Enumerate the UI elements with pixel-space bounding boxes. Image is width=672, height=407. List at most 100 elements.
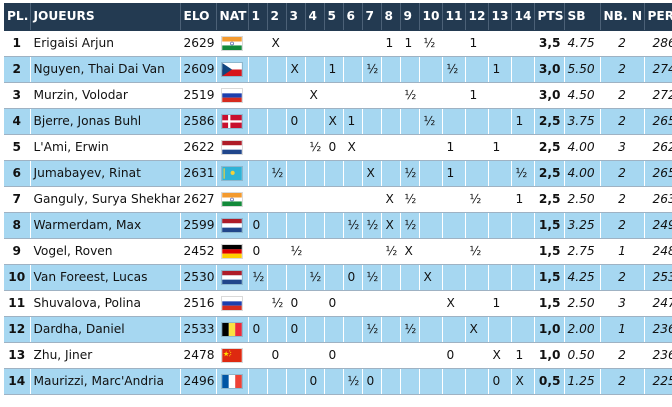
result-cell bbox=[362, 82, 382, 109]
result-cell: X bbox=[400, 238, 420, 265]
result-cell bbox=[267, 368, 287, 395]
sb-cell: 4.75 bbox=[564, 30, 601, 57]
result-cell bbox=[286, 30, 306, 57]
result-cell: 1 bbox=[488, 134, 512, 161]
result-cell bbox=[324, 82, 344, 109]
points-cell: 3,0 bbox=[534, 82, 565, 109]
black-games-cell: 2 bbox=[600, 30, 645, 57]
points-cell: 2,5 bbox=[534, 108, 565, 135]
result-cell bbox=[465, 56, 489, 83]
result-cell bbox=[248, 160, 268, 187]
flag-cell bbox=[216, 108, 249, 135]
sb-cell: 3.75 bbox=[564, 108, 601, 135]
result-cell bbox=[286, 264, 306, 291]
flag-cell bbox=[216, 56, 249, 83]
flag-cell bbox=[216, 212, 249, 239]
rank-cell: 9 bbox=[4, 238, 31, 265]
result-cell: X bbox=[419, 264, 443, 291]
player-name[interactable]: Shuvalova, Polina bbox=[30, 290, 181, 317]
rank-cell: 6 bbox=[4, 160, 31, 187]
netherlands-flag-icon bbox=[222, 140, 242, 154]
player-name[interactable]: Van Foreest, Lucas bbox=[30, 264, 181, 291]
rank-cell: 11 bbox=[4, 290, 31, 317]
sb-cell: 2.50 bbox=[564, 186, 601, 213]
result-cell bbox=[324, 30, 344, 57]
performance-cell: 2654 bbox=[644, 160, 672, 187]
points-cell: 3,5 bbox=[534, 30, 565, 57]
player-name[interactable]: Ganguly, Surya Shekhar bbox=[30, 186, 181, 213]
points-cell: 0,5 bbox=[534, 368, 565, 395]
player-name[interactable]: Zhu, Jiner bbox=[30, 342, 181, 369]
result-cell: ½ bbox=[362, 212, 382, 239]
result-cell bbox=[400, 264, 420, 291]
elo-cell: 2516 bbox=[180, 290, 217, 317]
player-name[interactable]: Murzin, Volodar bbox=[30, 82, 181, 109]
result-cell bbox=[465, 212, 489, 239]
player-name[interactable]: Erigaisi Arjun bbox=[30, 30, 181, 57]
table-row: 7 Ganguly, Surya Shekhar 2627 X ½ ½ 1 2,5 2.50 2 2… bbox=[4, 186, 672, 213]
flag-cell bbox=[216, 368, 249, 395]
result-cell bbox=[248, 342, 268, 369]
france-flag-icon bbox=[222, 374, 242, 388]
result-cell bbox=[381, 290, 401, 317]
player-name[interactable]: Jumabayev, Rinat bbox=[30, 160, 181, 187]
result-cell: X bbox=[381, 186, 401, 213]
result-cell bbox=[488, 82, 512, 109]
result-cell bbox=[465, 160, 489, 187]
result-cell bbox=[488, 212, 512, 239]
flag-cell bbox=[216, 82, 249, 109]
result-cell bbox=[442, 30, 466, 57]
result-cell bbox=[465, 368, 489, 395]
result-cell bbox=[488, 264, 512, 291]
header-round-4: 4 bbox=[305, 3, 325, 31]
result-cell: 1 bbox=[465, 30, 489, 57]
result-cell bbox=[381, 56, 401, 83]
player-name[interactable]: Vogel, Roven bbox=[30, 238, 181, 265]
india-flag-icon bbox=[222, 192, 242, 206]
player-name[interactable]: Bjerre, Jonas Buhl bbox=[30, 108, 181, 135]
black-games-cell: 2 bbox=[600, 82, 645, 109]
performance-cell: 2259 bbox=[644, 368, 672, 395]
result-cell bbox=[419, 212, 443, 239]
result-cell: ½ bbox=[400, 212, 420, 239]
result-cell: X bbox=[511, 368, 535, 395]
result-cell bbox=[343, 186, 363, 213]
result-cell bbox=[267, 264, 287, 291]
result-cell bbox=[400, 368, 420, 395]
result-cell bbox=[488, 160, 512, 187]
result-cell bbox=[442, 238, 466, 265]
kazakhstan-flag-icon bbox=[222, 166, 242, 180]
player-name[interactable]: Maurizzi, Marc'Andria bbox=[30, 368, 181, 395]
result-cell bbox=[381, 342, 401, 369]
player-name[interactable]: Warmerdam, Max bbox=[30, 212, 181, 239]
result-cell bbox=[419, 186, 443, 213]
black-games-cell: 2 bbox=[600, 186, 645, 213]
player-name[interactable]: L'Ami, Erwin bbox=[30, 134, 181, 161]
result-cell bbox=[286, 134, 306, 161]
result-cell: 0 bbox=[286, 108, 306, 135]
result-cell: ½ bbox=[305, 134, 325, 161]
result-cell bbox=[400, 290, 420, 317]
result-cell: ½ bbox=[248, 264, 268, 291]
player-name[interactable]: Dardha, Daniel bbox=[30, 316, 181, 343]
sb-cell: 2.00 bbox=[564, 316, 601, 343]
table-row: 14 Maurizzi, Marc'Andria 2496 0 ½ 0 0 X 0,5 1.25 2… bbox=[4, 368, 672, 395]
result-cell bbox=[286, 160, 306, 187]
result-cell bbox=[267, 56, 287, 83]
result-cell: 1 bbox=[511, 186, 535, 213]
sb-cell: 1.25 bbox=[564, 368, 601, 395]
flag-cell bbox=[216, 316, 249, 343]
flag-cell bbox=[216, 342, 249, 369]
result-cell: ½ bbox=[400, 316, 420, 343]
result-cell: 1 bbox=[400, 30, 420, 57]
performance-cell: 2470 bbox=[644, 290, 672, 317]
result-cell: 0 bbox=[324, 290, 344, 317]
rank-cell: 13 bbox=[4, 342, 31, 369]
player-name[interactable]: Nguyen, Thai Dai Van bbox=[30, 56, 181, 83]
header-nat: NAT bbox=[216, 3, 249, 31]
result-cell bbox=[381, 134, 401, 161]
result-cell bbox=[400, 108, 420, 135]
result-cell: 0 bbox=[488, 368, 512, 395]
